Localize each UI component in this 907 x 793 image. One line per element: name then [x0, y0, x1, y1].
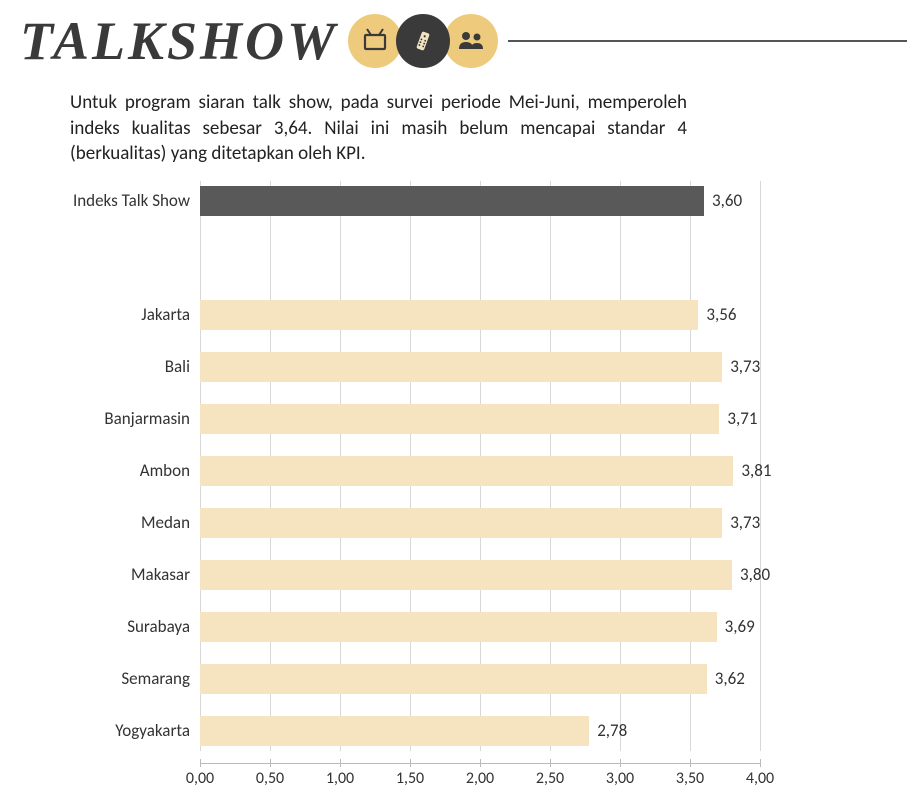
bar-label: Semarang	[60, 668, 200, 689]
bar-fill	[200, 300, 698, 330]
axis-tick-label: 1,50	[396, 769, 424, 788]
axis-tick	[340, 759, 341, 767]
bar-fill	[200, 560, 732, 590]
axis-tick	[760, 759, 761, 767]
axis-tick-label: 2,50	[536, 769, 564, 788]
bar-track: 3,60	[200, 186, 820, 216]
bar-track: 3,69	[200, 612, 820, 642]
axis-tick-label: 4,00	[746, 769, 774, 788]
axis-tick-label: 1,00	[326, 769, 354, 788]
bar-fill	[200, 186, 704, 216]
bar-track: 2,78	[200, 716, 820, 746]
axis-tick-label: 0,50	[256, 769, 284, 788]
bar-row: Medan 3,73	[60, 503, 820, 543]
bar-label: Medan	[60, 512, 200, 533]
page-title: TALKSHOW	[20, 10, 338, 72]
bar-row: Yogyakarta 2,78	[60, 711, 820, 751]
axis-tick	[550, 759, 551, 767]
axis-tick	[270, 759, 271, 767]
bar-fill	[200, 404, 719, 434]
bar-label: Bali	[60, 356, 200, 377]
axis-tick-label: 3,00	[606, 769, 634, 788]
bar-value: 3,69	[717, 612, 755, 642]
bar-value: 3,62	[707, 664, 745, 694]
remote-icon	[396, 14, 450, 68]
bar-label: Indeks Talk Show	[60, 190, 200, 211]
bar-row: Bali 3,73	[60, 347, 820, 387]
bar-row: Surabaya 3,69	[60, 607, 820, 647]
bar-label: Surabaya	[60, 616, 200, 637]
bar-value: 3,56	[698, 300, 736, 330]
bar-value: 3,73	[722, 508, 760, 538]
bar-row: Jakarta 3,56	[60, 295, 820, 335]
bar-track: 3,81	[200, 456, 820, 486]
bar-track: 3,56	[200, 300, 820, 330]
bar-fill	[200, 456, 733, 486]
axis-tick	[690, 759, 691, 767]
axis-tick	[620, 759, 621, 767]
header: TALKSHOW	[0, 10, 907, 72]
x-axis: 0,000,501,001,502,002,503,003,504,00	[200, 763, 760, 793]
bar-label: Banjarmasin	[60, 408, 200, 429]
bar-label: Makasar	[60, 564, 200, 585]
bar-fill	[200, 508, 722, 538]
axis-tick-label: 3,50	[676, 769, 704, 788]
bar-track: 3,71	[200, 404, 820, 434]
bar-value: 3,81	[733, 456, 771, 486]
bar-track: 3,62	[200, 664, 820, 694]
bar-fill	[200, 716, 589, 746]
bar-value: 3,73	[722, 352, 760, 382]
bar-track: 3,73	[200, 508, 820, 538]
bar-row: Ambon 3,81	[60, 451, 820, 491]
header-divider	[508, 40, 907, 42]
bar-row: Banjarmasin 3,71	[60, 399, 820, 439]
people-icon	[444, 14, 498, 68]
bar-track: 3,80	[200, 560, 820, 590]
icon-group	[348, 14, 498, 68]
chart-spacer	[60, 233, 820, 283]
axis-tick-label: 2,00	[466, 769, 494, 788]
bar-value: 3,80	[732, 560, 770, 590]
bar-fill	[200, 612, 717, 642]
bar-value: 2,78	[589, 716, 627, 746]
bar-track: 3,73	[200, 352, 820, 382]
plot-area: Indeks Talk Show3,60Jakarta3,56Bali3,73B…	[60, 181, 820, 751]
axis-tick-label: 0,00	[186, 769, 214, 788]
bar-row: Makasar 3,80	[60, 555, 820, 595]
axis-tick	[480, 759, 481, 767]
bar-row: Semarang 3,62	[60, 659, 820, 699]
description-text: Untuk program siaran talk show, pada sur…	[0, 90, 907, 167]
bar-value: 3,71	[719, 404, 757, 434]
bar-label: Yogyakarta	[60, 720, 200, 741]
bar-value: 3,60	[704, 186, 742, 216]
bar-label: Ambon	[60, 460, 200, 481]
tv-icon	[348, 14, 402, 68]
bar-row: Indeks Talk Show 3,60	[60, 181, 820, 221]
bar-label: Jakarta	[60, 304, 200, 325]
bar-fill	[200, 352, 722, 382]
axis-tick	[410, 759, 411, 767]
bar-fill	[200, 664, 707, 694]
chart: Indeks Talk Show3,60Jakarta3,56Bali3,73B…	[60, 181, 820, 793]
axis-tick	[200, 759, 201, 767]
